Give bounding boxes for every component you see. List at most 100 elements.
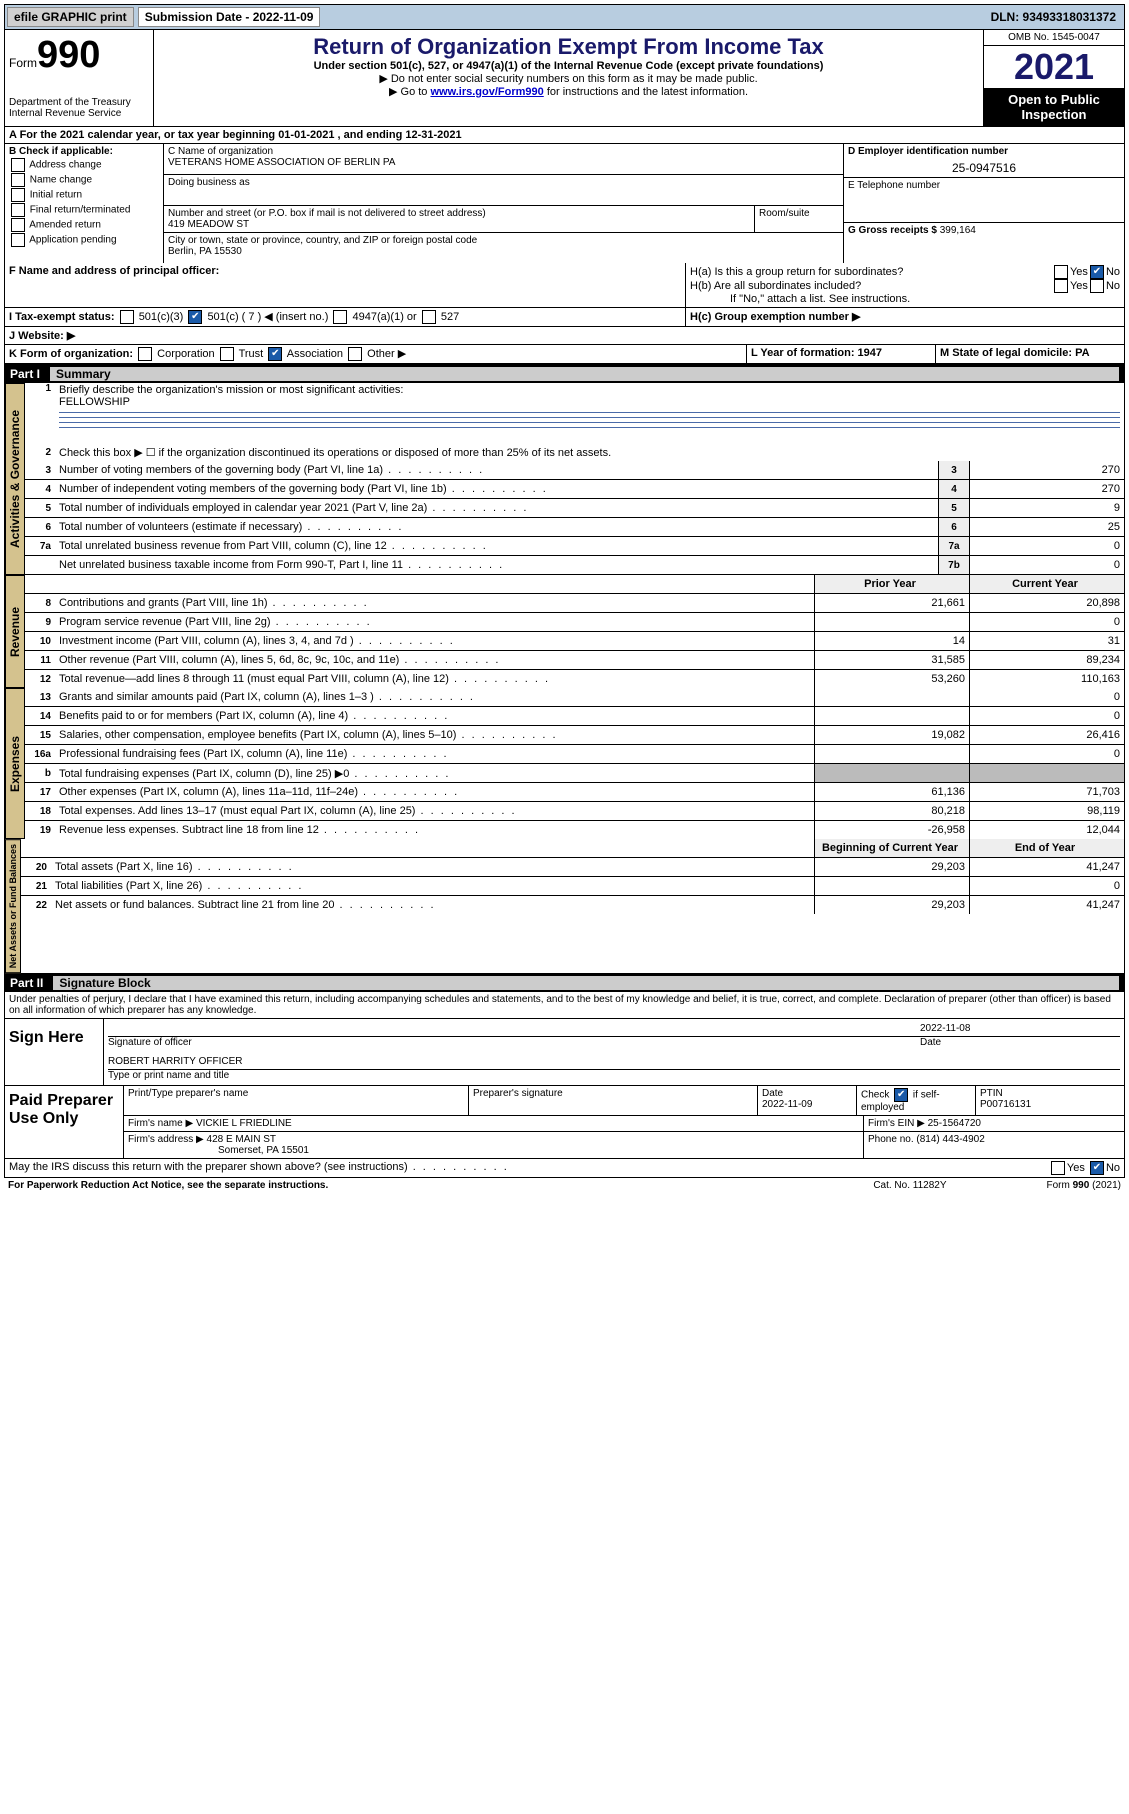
i-label: I Tax-exempt status: [9, 311, 115, 323]
irs-link[interactable]: www.irs.gov/Form990 [430, 86, 543, 98]
grid-expenses: Expenses 13Grants and similar amounts pa… [4, 688, 1125, 839]
sig-name: ROBERT HARRITY OFFICER [108, 1056, 1120, 1067]
ein-value: 25-0947516 [848, 161, 1120, 175]
city-label: City or town, state or province, country… [168, 235, 839, 246]
form-subtitle-2: ▶ Do not enter social security numbers o… [158, 72, 979, 85]
table-row: 21Total liabilities (Part X, line 26)0 [21, 877, 1124, 896]
table-row: 12Total revenue—add lines 8 through 11 (… [25, 670, 1124, 688]
grid-revenue: Revenue Prior Year Current Year 8Contrib… [4, 575, 1125, 688]
sign-here-block: Sign Here 2022-11-08 Signature of office… [4, 1019, 1125, 1086]
tel-label: E Telephone number [848, 180, 1120, 191]
i-501c3[interactable] [120, 310, 134, 324]
prep-firm: VICKIE L FRIEDLINE [196, 1118, 292, 1129]
section-bcd: B Check if applicable: Address change Na… [4, 144, 1125, 263]
table-row: 13Grants and similar amounts paid (Part … [25, 688, 1124, 707]
hc-label: H(c) Group exemption number ▶ [690, 311, 860, 323]
i-501c[interactable] [188, 310, 202, 324]
gross-value: 399,164 [940, 225, 976, 236]
sig-date-label: Date [920, 1037, 1120, 1048]
goto-suffix: for instructions and the latest informat… [544, 86, 748, 98]
sig-declaration: Under penalties of perjury, I declare th… [4, 992, 1125, 1019]
irs-label: Internal Revenue Service [9, 108, 149, 119]
table-row: 9Program service revenue (Part VIII, lin… [25, 613, 1124, 632]
table-row: 10Investment income (Part VIII, column (… [25, 632, 1124, 651]
prep-addr1: 428 E MAIN ST [207, 1134, 276, 1145]
form-title: Return of Organization Exempt From Incom… [158, 34, 979, 60]
table-row: 4Number of independent voting members of… [25, 480, 1124, 499]
header-left: Form990 Department of the Treasury Inter… [5, 30, 154, 126]
table-row: 15Salaries, other compensation, employee… [25, 726, 1124, 745]
header-mid: Return of Organization Exempt From Incom… [154, 30, 983, 126]
row-i: I Tax-exempt status: 501(c)(3) 501(c) ( … [4, 308, 1125, 327]
tab-net-assets: Net Assets or Fund Balances [5, 839, 21, 973]
form-header: Form990 Department of the Treasury Inter… [4, 30, 1125, 127]
ha-label: H(a) Is this a group return for subordin… [690, 266, 1052, 278]
hdr-beginning: Beginning of Current Year [814, 839, 969, 857]
gross-label: G Gross receipts $ [848, 225, 937, 236]
tab-expenses: Expenses [5, 688, 25, 839]
l-year: L Year of formation: 1947 [747, 345, 936, 363]
prep-ptin: P00716131 [980, 1099, 1031, 1110]
footer-right: Form 990 (2021) [1047, 1180, 1121, 1191]
hb-yes[interactable] [1054, 279, 1068, 293]
prep-self-employed[interactable] [894, 1088, 908, 1102]
sig-name-label: Type or print name and title [108, 1070, 1120, 1081]
table-row: 20Total assets (Part X, line 16)29,20341… [21, 858, 1124, 877]
hb-note: If "No," attach a list. See instructions… [690, 293, 1120, 305]
tab-revenue: Revenue [5, 575, 25, 688]
row-klm: K Form of organization: Corporation Trus… [4, 345, 1125, 365]
sig-officer-label: Signature of officer [108, 1037, 920, 1048]
i-527[interactable] [422, 310, 436, 324]
j-label: J Website: ▶ [9, 330, 75, 342]
room-label: Room/suite [755, 206, 843, 232]
l1-text: Briefly describe the organization's miss… [59, 384, 403, 396]
hdr-end: End of Year [969, 839, 1124, 857]
omb-number: OMB No. 1545-0047 [984, 30, 1124, 46]
table-row: 5Total number of individuals employed in… [25, 499, 1124, 518]
prep-ein: 25-1564720 [928, 1118, 981, 1129]
page-footer: For Paperwork Reduction Act Notice, see … [4, 1178, 1125, 1193]
grid-governance: Activities & Governance 1 Briefly descri… [4, 383, 1125, 575]
part1-header: Part I Summary [4, 365, 1125, 383]
efile-button[interactable]: efile GRAPHIC print [7, 7, 134, 27]
table-row: 14Benefits paid to or for members (Part … [25, 707, 1124, 726]
discuss-no[interactable] [1090, 1161, 1104, 1175]
prep-sig-hdr: Preparer's signature [469, 1086, 758, 1115]
table-row: 18Total expenses. Add lines 13–17 (must … [25, 802, 1124, 821]
part2-header: Part II Signature Block [4, 974, 1125, 992]
top-bar: efile GRAPHIC print Submission Date - 20… [4, 4, 1125, 30]
row-j: J Website: ▶ [4, 327, 1125, 345]
sign-here-label: Sign Here [5, 1019, 104, 1085]
hb-no[interactable] [1090, 279, 1104, 293]
tab-governance: Activities & Governance [5, 383, 25, 575]
org-name: VETERANS HOME ASSOCIATION OF BERLIN PA [168, 157, 839, 168]
tax-year: 2021 [984, 46, 1124, 88]
discuss-yes[interactable] [1051, 1161, 1065, 1175]
table-row: 11Other revenue (Part VIII, column (A), … [25, 651, 1124, 670]
dept-label: Department of the Treasury [9, 97, 149, 108]
table-row: 6Total number of volunteers (estimate if… [25, 518, 1124, 537]
form-subtitle-1: Under section 501(c), 527, or 4947(a)(1)… [158, 60, 979, 72]
sig-date-value: 2022-11-08 [920, 1023, 1120, 1034]
dba-label: Doing business as [168, 177, 839, 188]
goto-prefix: ▶ Go to [389, 86, 430, 98]
submission-date: Submission Date - 2022-11-09 [138, 7, 321, 27]
city-value: Berlin, PA 15530 [168, 246, 839, 257]
m-state: M State of legal domicile: PA [936, 345, 1124, 363]
row-fh: F Name and address of principal officer:… [4, 263, 1125, 308]
table-row: bTotal fundraising expenses (Part IX, co… [25, 764, 1124, 783]
dln-label: DLN: 93493318031372 [991, 10, 1122, 24]
f-label: F Name and address of principal officer: [9, 265, 219, 277]
hdr-prior: Prior Year [814, 575, 969, 593]
table-row: 22Net assets or fund balances. Subtract … [21, 896, 1124, 914]
prep-name-hdr: Print/Type preparer's name [124, 1086, 469, 1115]
paid-preparer-label: Paid Preparer Use Only [5, 1086, 124, 1158]
l1-value: FELLOWSHIP [59, 396, 130, 408]
ha-yes[interactable] [1054, 265, 1068, 279]
ein-label: D Employer identification number [848, 146, 1008, 157]
table-row: 19Revenue less expenses. Subtract line 1… [25, 821, 1124, 839]
ha-no[interactable] [1090, 265, 1104, 279]
k-label: K Form of organization: [9, 348, 133, 360]
prep-addr2: Somerset, PA 15501 [218, 1145, 309, 1156]
i-4947[interactable] [333, 310, 347, 324]
